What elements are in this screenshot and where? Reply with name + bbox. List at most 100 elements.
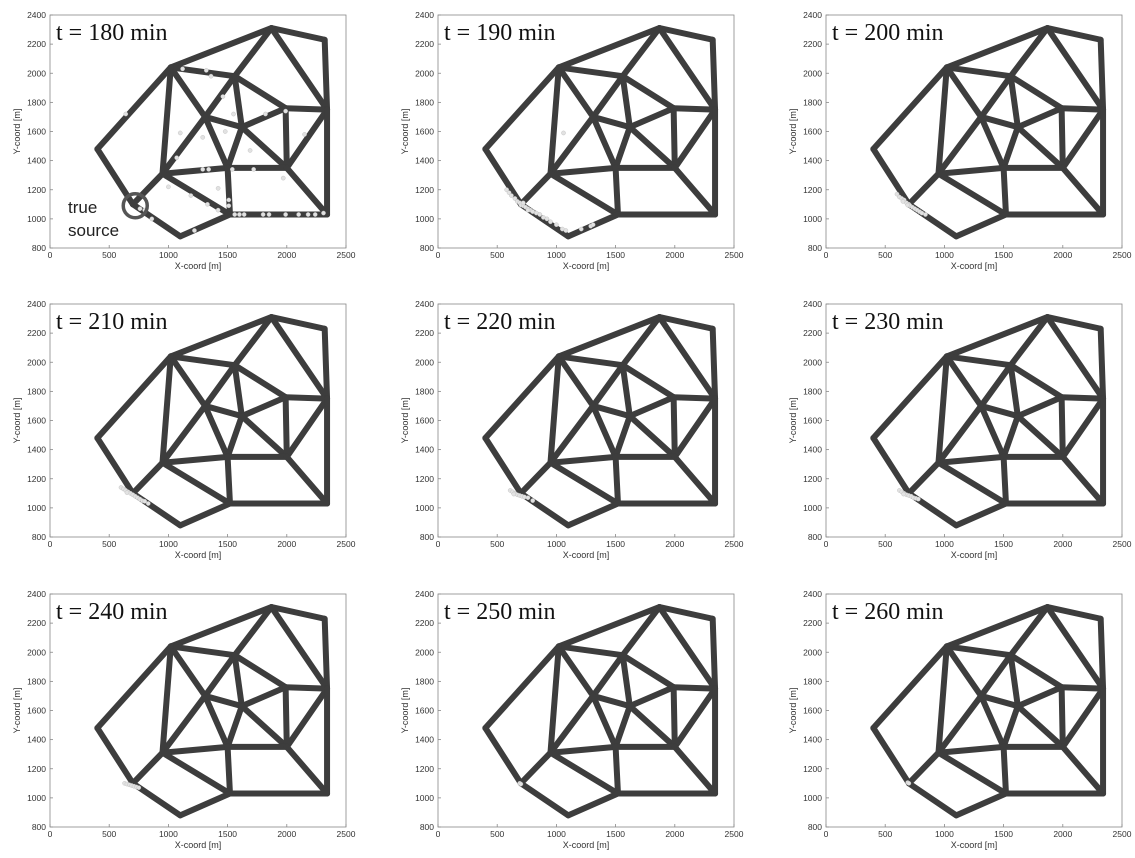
x-tick-label: 0 [48,250,53,260]
particle-point [283,212,288,217]
pipe-D-G [619,652,677,691]
particle-cloud [897,488,921,502]
pipe-C-D [943,64,1014,80]
x-tick-label: 500 [490,539,504,549]
pipe-J-K [547,164,619,177]
particle-point [544,216,550,222]
y-tick-label: 1200 [803,474,822,484]
pipe-D-A [619,25,663,80]
x-tick-label: 1000 [935,250,954,260]
pipe-I-M [94,434,136,497]
pipe-E-K [590,113,619,171]
particle-point [283,108,288,114]
particle-cloud [894,191,928,217]
pipe-F-G [238,394,289,420]
pipe-D-G [231,652,289,691]
particle-point [215,207,221,213]
x-tick-label: 1000 [159,539,178,549]
y-tick-label: 1400 [27,445,46,455]
pipe-F-L [626,413,678,460]
x-tick-label: 2000 [1053,539,1072,549]
pipe-D-E [590,73,626,120]
y-tick-label: 1400 [27,156,46,166]
y-tick-label: 1800 [803,97,822,107]
pipe-F-G [626,105,677,131]
pipe-C-D [943,643,1014,659]
x-axis-label: X-coord [m] [175,261,222,271]
pipe-K-O [1000,743,1009,797]
panel-4: 0 500 1000 1500 2000 2500 800 1000 1200 1400 1600 1… [12,299,356,560]
particle-point [263,111,268,117]
pipe-J-K [935,164,1007,177]
y-tick-label: 1400 [415,156,434,166]
x-tick-label: 0 [824,539,829,549]
pipe-C-E [167,353,209,409]
pipe-network [482,604,719,819]
x-tick-label: 1500 [994,539,1013,549]
pipe-H-L [1059,685,1107,750]
y-tick-label: 1200 [27,764,46,774]
pipe-A-H [656,314,719,402]
pipe-D-A [231,314,275,369]
pipe-D-E [590,362,626,409]
pipe-N-O [177,211,233,240]
y-tick-label: 2200 [415,328,434,338]
particle-point [123,111,129,117]
pipe-A-H [656,25,719,113]
panel-8: 0 500 1000 1500 2000 2500 800 1000 1200 1400 1600 1… [400,589,744,850]
pipe-C-E [943,643,985,699]
y-tick-label: 2400 [803,10,822,20]
pipe-K-O [612,453,621,507]
pipe-D-A [1007,25,1051,80]
pipe-D-E [202,73,238,120]
pipe-E-J [547,692,597,756]
x-tick-label: 2000 [277,250,296,260]
y-tick-label: 2200 [27,39,46,49]
pipe-A-B [268,25,328,43]
pipe-N-O [953,500,1009,529]
pipe-F-G [1014,105,1065,131]
pipe-D-A [231,604,275,659]
pipe-I-M [94,724,136,787]
pipe-J-K [159,164,231,177]
x-axis-label: X-coord [m] [563,261,610,271]
pipe-I-C [94,64,174,152]
y-tick-label: 800 [32,532,46,542]
y-tick-label: 2200 [27,618,46,628]
particle-point [578,226,584,232]
pipe-D-F [1007,652,1021,710]
y-tick-label: 1400 [27,735,46,745]
y-tick-label: 1000 [803,503,822,513]
pipe-C-J [935,64,950,177]
pipe-D-F [1007,73,1021,131]
pipe-E-F [590,402,633,420]
y-tick-label: 1600 [415,416,434,426]
pipe-F-K [224,124,245,171]
pipe-A-B [656,25,716,43]
pipe-network [870,314,1107,529]
pipe-D-A [1007,604,1051,659]
pipe-G-H [282,684,331,692]
pipe-B-H [321,615,331,692]
particle-point [509,193,514,198]
pipe-D-E [202,362,238,409]
pipe-D-A [619,314,663,369]
pipe-C-A [943,604,1051,650]
particle-point [231,111,236,117]
pipe-D-G [619,362,677,401]
particle-point [220,94,226,99]
particle-point [916,496,921,502]
pipe-B-H [709,615,719,692]
x-tick-label: 1500 [218,539,237,549]
y-tick-label: 800 [808,532,822,542]
pipe-C-J [547,353,562,466]
pipe-C-J [159,353,174,466]
y-tick-label: 1800 [415,676,434,686]
y-tick-label: 2000 [27,647,46,657]
y-tick-label: 1000 [27,793,46,803]
pipe-A-B [1044,25,1104,43]
particle-point [923,212,928,217]
x-tick-label: 1000 [159,829,178,839]
pipe-E-K [590,692,619,750]
pipe-E-K [202,692,231,750]
